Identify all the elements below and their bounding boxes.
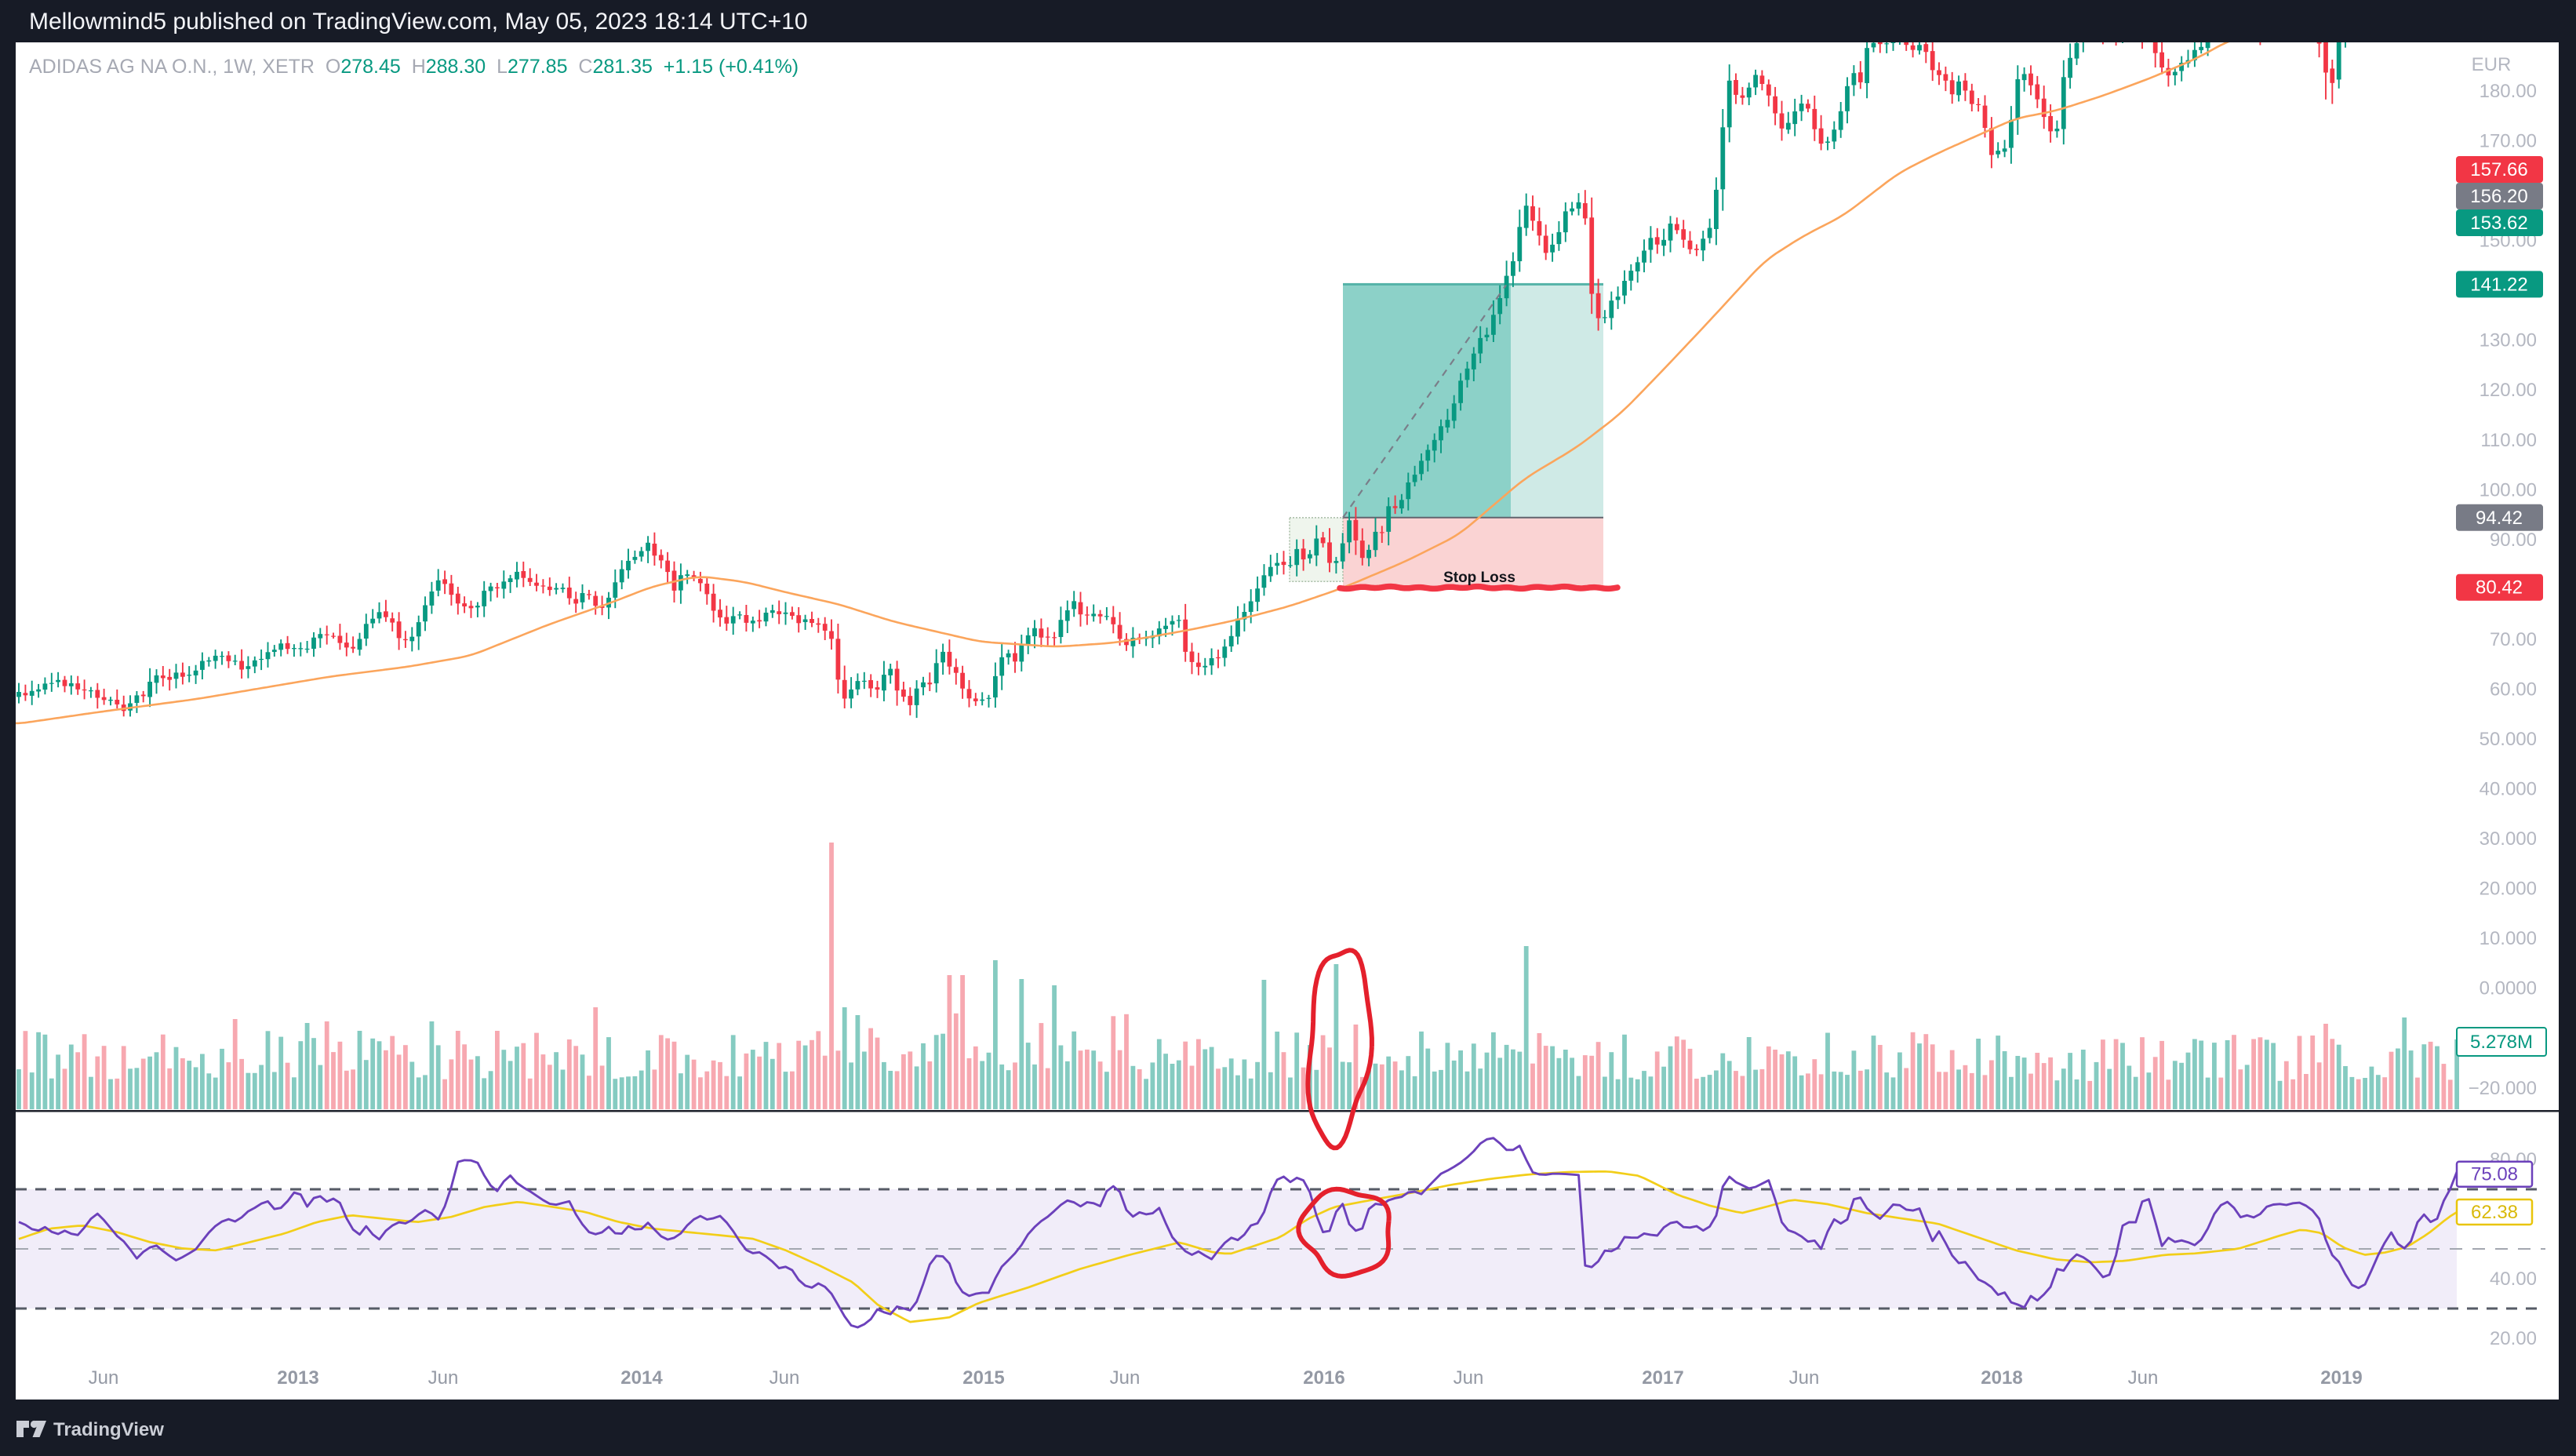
svg-text:40.00: 40.00 bbox=[2490, 1269, 2537, 1290]
svg-text:40.000: 40.000 bbox=[2480, 779, 2537, 800]
svg-text:30.000: 30.000 bbox=[2480, 828, 2537, 850]
svg-text:170.00: 170.00 bbox=[2480, 131, 2537, 152]
svg-text:130.00: 130.00 bbox=[2480, 330, 2537, 351]
svg-text:0.0000: 0.0000 bbox=[2480, 978, 2537, 999]
svg-text:60.00: 60.00 bbox=[2490, 679, 2537, 701]
svg-text:Jun: Jun bbox=[89, 1367, 119, 1389]
svg-text:90.00: 90.00 bbox=[2490, 530, 2537, 551]
svg-text:94.42: 94.42 bbox=[2476, 508, 2523, 529]
svg-text:141.22: 141.22 bbox=[2470, 274, 2527, 295]
svg-text:2014: 2014 bbox=[620, 1367, 663, 1389]
svg-text:110.00: 110.00 bbox=[2480, 430, 2537, 451]
svg-text:5.278M: 5.278M bbox=[2470, 1032, 2533, 1053]
svg-text:Jun: Jun bbox=[1789, 1367, 1820, 1389]
svg-text:20.000: 20.000 bbox=[2480, 879, 2537, 900]
svg-text:180.00: 180.00 bbox=[2480, 81, 2537, 102]
svg-text:Mellowmind5 published on Tradi: Mellowmind5 published on TradingView.com… bbox=[29, 9, 808, 35]
svg-text:Jun: Jun bbox=[428, 1367, 459, 1389]
svg-text:10.000: 10.000 bbox=[2480, 928, 2537, 949]
svg-text:62.38: 62.38 bbox=[2471, 1202, 2518, 1223]
svg-text:2018: 2018 bbox=[1981, 1367, 2022, 1389]
svg-text:50.000: 50.000 bbox=[2480, 729, 2537, 750]
svg-text:75.08: 75.08 bbox=[2471, 1164, 2518, 1185]
svg-text:−20.000: −20.000 bbox=[2469, 1078, 2537, 1099]
svg-text:Jun: Jun bbox=[2128, 1367, 2159, 1389]
svg-text:2016: 2016 bbox=[1303, 1367, 1344, 1389]
svg-text:EUR: EUR bbox=[2472, 54, 2512, 75]
svg-text:156.20: 156.20 bbox=[2470, 186, 2527, 207]
svg-text:70.00: 70.00 bbox=[2490, 629, 2537, 650]
svg-text:80.42: 80.42 bbox=[2476, 577, 2523, 599]
svg-text:Jun: Jun bbox=[1454, 1367, 1484, 1389]
svg-text:Jun: Jun bbox=[1110, 1367, 1141, 1389]
svg-text:2017: 2017 bbox=[1642, 1367, 1683, 1389]
svg-text:ADIDAS AG NA O.N., 1W, XETR O: ADIDAS AG NA O.N., 1W, XETR O278.45 H288… bbox=[29, 56, 799, 78]
svg-text:100.00: 100.00 bbox=[2480, 479, 2537, 500]
svg-text:Stop Loss: Stop Loss bbox=[1443, 570, 1515, 586]
svg-text:153.62: 153.62 bbox=[2470, 213, 2527, 234]
svg-text:20.00: 20.00 bbox=[2490, 1328, 2537, 1349]
svg-text:157.66: 157.66 bbox=[2470, 159, 2527, 180]
svg-text:2013: 2013 bbox=[277, 1367, 318, 1389]
svg-text:Jun: Jun bbox=[770, 1367, 800, 1389]
svg-text:120.00: 120.00 bbox=[2480, 380, 2537, 401]
svg-text:2019: 2019 bbox=[2320, 1367, 2362, 1389]
svg-text:2015: 2015 bbox=[962, 1367, 1004, 1389]
svg-text:TradingView: TradingView bbox=[53, 1419, 164, 1440]
